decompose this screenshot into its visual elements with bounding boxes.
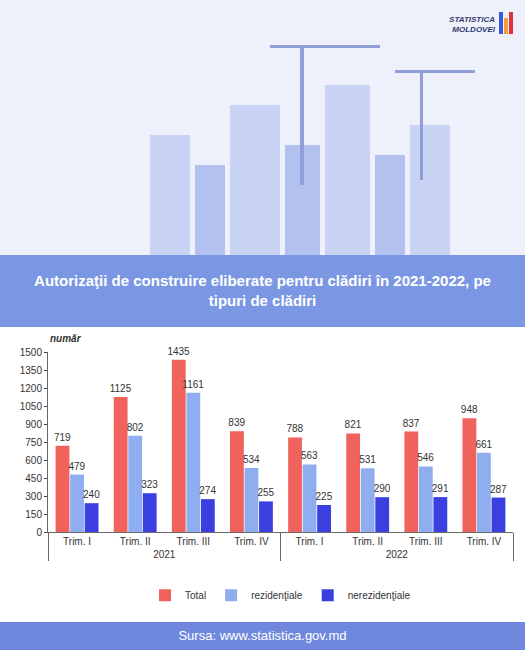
svg-text:Trim. II: Trim. II xyxy=(120,536,151,547)
svg-text:661: 661 xyxy=(475,439,492,450)
html-text:Sursa: www.statistica.gov.md: Sursa: www.statistica.gov.md xyxy=(178,628,347,643)
svg-text:Trim. III: Trim. III xyxy=(409,536,443,547)
svg-text:274: 274 xyxy=(199,485,216,496)
svg-text:Trim. II: Trim. II xyxy=(352,536,383,547)
svg-text:300: 300 xyxy=(25,491,42,502)
svg-text:1161: 1161 xyxy=(182,379,204,390)
svg-text:Trim. IV: Trim. IV xyxy=(234,536,269,547)
svg-text:Trim. IV: Trim. IV xyxy=(467,536,502,547)
svg-text:287: 287 xyxy=(490,484,507,495)
svg-text:290: 290 xyxy=(374,483,391,494)
svg-text:291: 291 xyxy=(432,483,449,494)
svg-text:600: 600 xyxy=(25,455,42,466)
svg-text:Trim. I: Trim. I xyxy=(63,536,91,547)
svg-text:număr: număr xyxy=(50,333,82,344)
svg-text:1200: 1200 xyxy=(20,383,43,394)
html-text:Autorizaţii de construire elib: Autorizaţii de construire eliberate pent… xyxy=(34,272,491,309)
svg-text:255: 255 xyxy=(257,487,274,498)
svg-text:0: 0 xyxy=(36,527,42,538)
html-text:STATISTICA: STATISTICA xyxy=(449,14,495,24)
svg-text:rezidenţiale: rezidenţiale xyxy=(251,590,303,601)
svg-text:2021: 2021 xyxy=(153,549,176,560)
svg-text:531: 531 xyxy=(359,454,376,465)
svg-text:1500: 1500 xyxy=(20,347,43,358)
svg-text:948: 948 xyxy=(461,404,478,415)
svg-text:839: 839 xyxy=(228,417,245,428)
svg-text:450: 450 xyxy=(25,473,42,484)
svg-text:150: 150 xyxy=(25,509,42,520)
svg-text:240: 240 xyxy=(83,489,100,500)
svg-text:1435: 1435 xyxy=(167,346,190,357)
html-text:MOLDOVEI: MOLDOVEI xyxy=(452,24,495,34)
svg-text:2022: 2022 xyxy=(386,549,409,560)
svg-text:1350: 1350 xyxy=(20,365,43,376)
svg-text:750: 750 xyxy=(25,437,42,448)
svg-text:1125: 1125 xyxy=(110,383,132,394)
svg-text:Trim. I: Trim. I xyxy=(296,536,324,547)
svg-text:479: 479 xyxy=(68,461,85,472)
svg-text:837: 837 xyxy=(403,418,420,429)
svg-text:nerezidenţiale: nerezidenţiale xyxy=(348,590,411,601)
svg-text:323: 323 xyxy=(141,479,158,490)
svg-text:788: 788 xyxy=(286,423,303,434)
svg-text:546: 546 xyxy=(417,452,434,463)
svg-text:225: 225 xyxy=(316,491,333,502)
svg-text:802: 802 xyxy=(127,422,144,433)
svg-text:821: 821 xyxy=(345,419,362,430)
svg-text:534: 534 xyxy=(243,454,260,465)
svg-text:Total: Total xyxy=(185,590,206,601)
svg-text:Trim. III: Trim. III xyxy=(177,536,211,547)
svg-text:563: 563 xyxy=(301,450,318,461)
svg-text:1050: 1050 xyxy=(20,401,43,412)
svg-text:719: 719 xyxy=(54,432,71,443)
svg-text:900: 900 xyxy=(25,419,42,430)
